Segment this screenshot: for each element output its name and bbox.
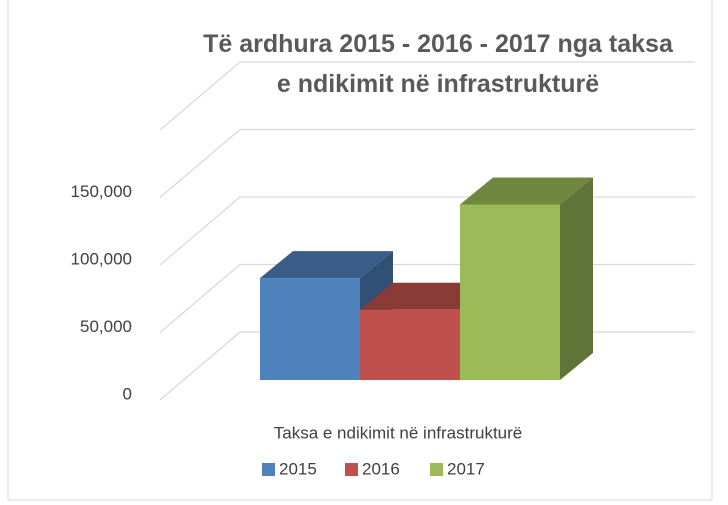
y-tick-label: 150,000 bbox=[71, 182, 132, 201]
y-tick-label: 100,000 bbox=[71, 249, 132, 268]
bar-top bbox=[260, 251, 393, 279]
legend-label: 2015 bbox=[279, 459, 317, 478]
bar bbox=[360, 309, 460, 380]
bar-top bbox=[360, 282, 493, 310]
bar-top bbox=[460, 177, 593, 205]
legend-label: 2017 bbox=[447, 459, 485, 478]
legend-label: 2016 bbox=[362, 459, 400, 478]
legend-swatch bbox=[430, 463, 443, 476]
grid-line bbox=[159, 128, 695, 198]
chart-title: Të ardhura 2015 - 2016 - 2017 nga taksa e… bbox=[203, 30, 674, 98]
title-line: e ndikimit në infrastrukturë bbox=[277, 70, 599, 98]
title-line: Të ardhura 2015 - 2016 - 2017 nga taksa bbox=[203, 30, 674, 58]
bar-side bbox=[560, 177, 593, 380]
legend-swatch bbox=[345, 463, 358, 476]
bar bbox=[260, 278, 360, 380]
y-tick-label: 0 bbox=[123, 384, 132, 403]
y-tick-label: 50,000 bbox=[80, 317, 132, 336]
grid-line bbox=[159, 61, 695, 131]
bar bbox=[460, 204, 560, 380]
x-axis-label: Taksa e ndikimit në infrastrukturë bbox=[274, 423, 523, 442]
chart-frame bbox=[7, 0, 713, 501]
legend-swatch bbox=[262, 463, 275, 476]
